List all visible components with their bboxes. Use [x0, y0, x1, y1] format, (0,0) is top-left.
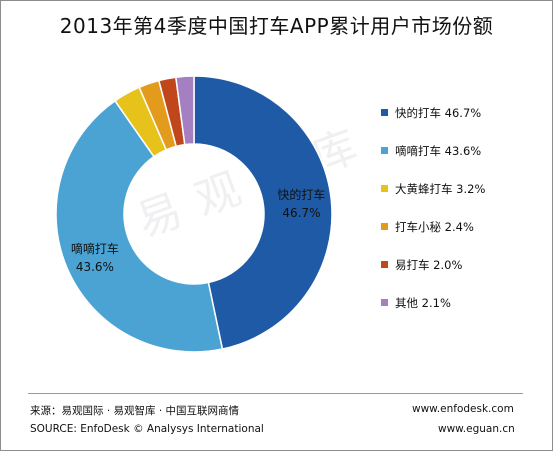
chart-title: 2013年第4季度中国打车APP累计用户市场份额 [59, 14, 494, 38]
footer-source-en: SOURCE: EnfoDesk © Analysys Internationa… [30, 423, 264, 435]
legend-label: 打车小秘 2.4% [395, 220, 474, 234]
legend-item-4: 易打车 2.0% [381, 257, 551, 273]
legend-item-5: 其他 2.1% [381, 295, 551, 311]
legend-swatch [381, 223, 388, 230]
legend-label: 其他 2.1% [395, 296, 451, 310]
donut-slice-0 [193, 75, 333, 350]
data-label-name-0: 快的打车 [277, 187, 325, 202]
legend-item-3: 打车小秘 2.4% [381, 219, 551, 235]
legend-swatch [381, 299, 388, 306]
legend-swatch [381, 261, 388, 268]
footer-source-cn: 来源：易观国际 · 易观智库 · 中国互联网商情 [30, 405, 240, 417]
legend-item-1: 嘀嘀打车 43.6% [381, 143, 551, 159]
data-label-name-1: 嘀嘀打车 [71, 241, 119, 256]
donut-slice-1 [55, 99, 224, 353]
footer-url-enfodesk: www.enfodesk.com [412, 403, 514, 415]
data-label-value-1: 43.6% [76, 260, 114, 274]
legend-swatch [381, 185, 388, 192]
legend-label: 易打车 2.0% [395, 258, 463, 272]
legend-item-2: 大黄蜂打车 3.2% [381, 181, 551, 197]
legend-item-0: 快的打车 46.7% [381, 105, 551, 121]
legend-swatch [381, 109, 388, 116]
legend-label: 大黄蜂打车 3.2% [395, 182, 486, 196]
legend-label: 嘀嘀打车 43.6% [395, 144, 482, 158]
footer-url-eguan: www.eguan.cn [438, 423, 515, 435]
legend-label: 快的打车 46.7% [395, 106, 482, 120]
legend-swatch [381, 147, 388, 154]
donut-slice-5 [175, 75, 195, 146]
footer-divider [28, 393, 523, 394]
data-label-value-0: 46.7% [282, 206, 320, 220]
